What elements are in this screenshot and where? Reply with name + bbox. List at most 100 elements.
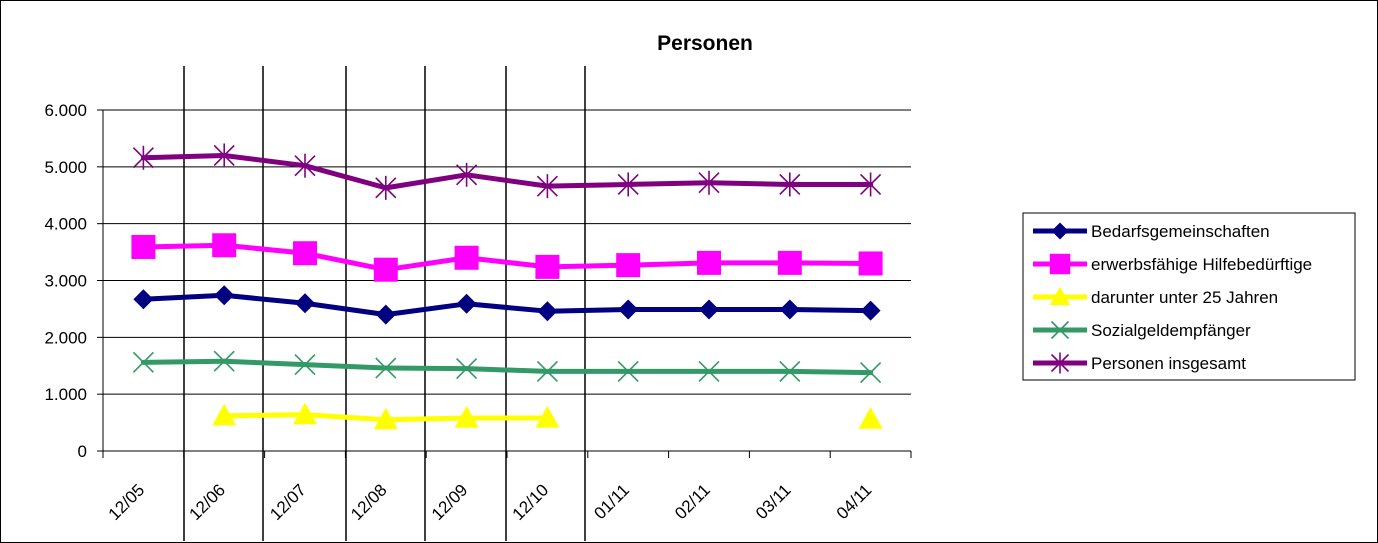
series-line-segment: [544, 181, 631, 189]
data-point: [617, 172, 639, 197]
series-line-segment: [383, 415, 470, 423]
legend-label: Sozialgeldempfänger: [1091, 321, 1251, 340]
data-point: [375, 304, 396, 325]
data-point: [860, 362, 882, 384]
x-tick-label: 12/07: [266, 480, 310, 524]
x-tick-label: 04/11: [833, 480, 876, 523]
data-point: [698, 360, 720, 382]
data-point: [699, 299, 719, 320]
y-tick-label: 5.000: [44, 158, 87, 177]
data-point: [537, 301, 558, 322]
data-point: [535, 406, 560, 428]
series-line-segment: [140, 242, 227, 250]
chart-title: Personen: [657, 32, 753, 55]
data-point: [212, 233, 237, 258]
data-point: [779, 360, 801, 382]
series-line-segment: [625, 180, 712, 187]
series-line-segment: [302, 163, 389, 191]
data-point: [779, 172, 801, 197]
y-tick-label: 4.000: [44, 215, 87, 234]
series-line-segment: [544, 306, 631, 314]
x-tick-label: 02/11: [671, 480, 714, 523]
series-line-segment: [787, 368, 874, 376]
x-tick-label: 12/09: [428, 480, 472, 524]
series-4: [132, 143, 882, 200]
x-tick-label: 12/08: [347, 480, 391, 524]
data-point: [456, 293, 477, 314]
legend-item-2: darunter unter 25 Jahren: [1033, 286, 1278, 307]
data-point: [375, 175, 397, 200]
y-tick-label: 0: [78, 442, 87, 461]
data-point: [293, 241, 317, 266]
data-point: [373, 407, 398, 430]
legend-marker: [1049, 286, 1071, 306]
series-1: [131, 233, 883, 282]
series-line-segment: [625, 260, 712, 268]
series-line-segment: [302, 250, 389, 273]
legend-label: Bedarfsgemeinschaften: [1091, 222, 1270, 241]
data-point: [616, 253, 641, 278]
data-point: [535, 254, 560, 279]
data-point: [212, 403, 237, 426]
legend-marker: [1051, 222, 1069, 240]
x-tick-label: 12/05: [105, 480, 149, 524]
data-point: [294, 354, 316, 376]
data-point: [132, 351, 154, 373]
series-line-segment: [787, 260, 874, 266]
series-line-segment: [140, 358, 227, 365]
data-point: [697, 250, 721, 275]
x-tick-label: 01/11: [590, 480, 633, 523]
series-line-segment: [221, 412, 308, 419]
series-line-segment: [706, 180, 793, 187]
legend-label: darunter unter 25 Jahren: [1091, 288, 1278, 307]
legend-item-4: Personen insgesamt: [1033, 352, 1246, 374]
series-0: [133, 285, 881, 325]
series-line-segment: [221, 242, 308, 256]
data-point: [536, 360, 558, 382]
series-line-segment: [140, 292, 227, 302]
data-point: [213, 350, 235, 372]
series-line-segment: [544, 262, 631, 270]
data-point: [860, 172, 882, 197]
legend-marker: [1050, 320, 1070, 340]
data-point: [858, 407, 883, 429]
y-tick-label: 2.000: [44, 328, 87, 347]
data-point: [132, 145, 154, 170]
series-line-segment: [464, 366, 550, 374]
series-line-segment: [383, 365, 470, 372]
data-point: [375, 357, 397, 379]
data-point: [858, 251, 883, 276]
series-line-segment: [787, 306, 874, 314]
series-line-segment: [221, 358, 308, 368]
data-point: [454, 245, 479, 270]
data-point: [618, 299, 639, 320]
series-line-segment: [464, 255, 550, 270]
data-point: [214, 285, 235, 306]
series-2: [212, 402, 883, 430]
data-point: [213, 143, 235, 168]
data-point: [779, 299, 800, 320]
series-3: [132, 350, 882, 384]
data-point: [617, 360, 639, 382]
series-line-segment: [140, 152, 227, 161]
data-point: [294, 153, 316, 178]
y-tick-label: 6.000: [44, 101, 87, 120]
series-line-segment: [302, 412, 389, 423]
legend-marker: [1049, 253, 1071, 275]
data-point: [698, 170, 720, 195]
data-point: [860, 300, 881, 321]
data-point: [536, 174, 558, 199]
legend-item-3: Sozialgeldempfänger: [1033, 320, 1251, 340]
legend: Bedarfsgemeinschaften erwerbsfähige Hilfe…: [1022, 212, 1356, 381]
x-tick-label: 12/10: [509, 480, 553, 524]
series-line-segment: [302, 362, 389, 371]
legend-item-0: Bedarfsgemeinschaften: [1033, 222, 1270, 241]
legend-label: erwerbsfähige Hilfebedürftige: [1091, 255, 1312, 274]
data-point: [456, 358, 478, 380]
legend-item-1: erwerbsfähige Hilfebedürftige: [1033, 253, 1312, 275]
series-line-segment: [464, 301, 550, 314]
series-line-segment: [221, 152, 308, 169]
plot-area: 0 1.000 2.000 3.000 4.000 5.000 6.000 12/05 12/0…: [44, 66, 912, 541]
legend-label: Personen insgesamt: [1091, 354, 1246, 373]
